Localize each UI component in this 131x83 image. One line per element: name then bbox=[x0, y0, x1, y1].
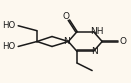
Text: HO: HO bbox=[2, 21, 15, 30]
Text: O: O bbox=[120, 37, 127, 46]
Text: N: N bbox=[91, 47, 98, 56]
Text: NH: NH bbox=[90, 27, 104, 36]
Text: N: N bbox=[63, 37, 70, 46]
Text: HO: HO bbox=[2, 42, 15, 51]
Text: O: O bbox=[63, 12, 70, 21]
